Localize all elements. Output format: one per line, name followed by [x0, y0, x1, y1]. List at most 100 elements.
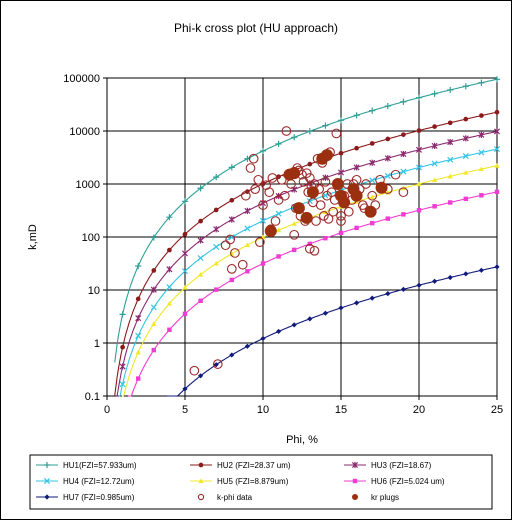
series-marker — [337, 117, 345, 124]
series-marker — [447, 138, 454, 146]
series-marker — [447, 156, 454, 163]
kr-plug-point — [264, 224, 277, 237]
series-marker — [494, 109, 500, 115]
series-marker — [415, 146, 423, 153]
k-phi-point — [281, 126, 292, 136]
series-marker — [401, 132, 406, 137]
series-marker — [135, 376, 141, 381]
series-marker — [369, 177, 376, 184]
series-marker — [400, 98, 407, 105]
k-phi-point — [320, 176, 331, 187]
k-phi-point — [264, 187, 275, 198]
legend-item: HU4 (FZI=12.72um) — [36, 477, 135, 486]
kr-plug-point — [375, 181, 388, 194]
k-phi-point — [237, 259, 248, 270]
series-marker — [432, 177, 438, 183]
series-marker — [416, 282, 422, 288]
legend-item: HU5 (FZI=8.879um) — [190, 477, 289, 486]
series-marker — [245, 269, 250, 274]
series-marker — [44, 494, 50, 500]
series-marker — [43, 477, 51, 485]
series-marker — [198, 478, 204, 484]
series-marker — [198, 298, 203, 304]
series-marker — [275, 210, 282, 217]
k-phi-point — [367, 190, 378, 201]
series-marker — [151, 268, 157, 273]
legend-label: k-phi data — [217, 493, 253, 502]
k-phi-point — [390, 169, 401, 180]
series-marker — [415, 94, 423, 101]
series-marker — [276, 328, 282, 335]
legend-item: HU2 (FZI=28.37 um) — [190, 461, 291, 470]
series-marker — [229, 277, 235, 283]
series-marker — [166, 300, 172, 306]
series-marker — [228, 164, 235, 171]
k-phi-point — [289, 229, 300, 240]
series-marker — [182, 311, 188, 317]
series-marker — [351, 461, 359, 469]
series-marker — [291, 247, 297, 253]
kr-plug-point — [350, 189, 363, 202]
series-marker — [400, 168, 407, 175]
series-marker — [166, 266, 173, 273]
series-marker — [198, 271, 204, 277]
x-tick-label: 10 — [257, 404, 269, 416]
series-marker — [260, 261, 266, 266]
series-marker — [384, 102, 391, 110]
k-phi-point — [318, 211, 329, 221]
legend-label: HU1(FZI=57.933um) — [63, 461, 137, 470]
x-tick-label: 0 — [104, 404, 110, 416]
legend-label: HU4 (FZI=12.72um) — [63, 477, 135, 486]
legend-label: HU3 (FZI=18.67) — [371, 461, 432, 470]
k-phi-point — [276, 174, 287, 185]
series-marker — [198, 373, 204, 379]
series-marker — [463, 170, 469, 175]
series-marker — [369, 159, 376, 166]
series-marker — [259, 217, 267, 224]
series-marker — [369, 194, 375, 200]
series-marker — [182, 231, 188, 237]
k-phi-point — [279, 190, 290, 201]
series-marker — [478, 131, 485, 138]
series-marker — [182, 285, 188, 290]
series-marker — [432, 204, 437, 209]
series-marker — [120, 344, 125, 350]
series-marker — [244, 343, 250, 349]
series-marker — [197, 255, 204, 262]
series-marker — [307, 161, 313, 167]
series-marker — [323, 235, 328, 241]
k-phi-point — [343, 206, 354, 217]
series-marker — [400, 286, 406, 292]
y-tick-label: 100 — [82, 232, 100, 244]
series-marker — [213, 362, 219, 368]
series-marker — [213, 287, 219, 292]
series-marker — [352, 494, 358, 500]
series-marker — [416, 181, 422, 187]
series-marker — [166, 214, 173, 221]
series-marker — [244, 225, 251, 232]
series-marker — [462, 153, 469, 160]
k-phi-point — [323, 214, 334, 224]
k-phi-point — [258, 200, 268, 210]
series-marker — [352, 478, 358, 484]
series-marker — [151, 321, 157, 326]
series-marker — [431, 90, 438, 97]
series-marker — [229, 352, 235, 358]
series-marker — [369, 141, 375, 146]
series-marker — [135, 262, 142, 270]
series-marker — [198, 462, 204, 468]
series-marker — [463, 196, 469, 202]
series-marker — [369, 220, 375, 226]
series-marker — [244, 207, 251, 214]
series-marker — [338, 150, 344, 156]
series-marker — [478, 79, 485, 86]
chart-title: Phi-k cross plot (HU approach) — [174, 21, 338, 35]
series-marker — [135, 349, 141, 355]
legend-label: HU7 (FZI=0.985um) — [63, 493, 135, 502]
k-phi-point — [315, 200, 326, 210]
y-tick-label: 1 — [94, 338, 100, 350]
series-marker — [462, 83, 469, 90]
x-tick-label: 15 — [335, 404, 347, 416]
series-marker — [447, 120, 453, 126]
legend-label: kr plugs — [371, 493, 399, 502]
